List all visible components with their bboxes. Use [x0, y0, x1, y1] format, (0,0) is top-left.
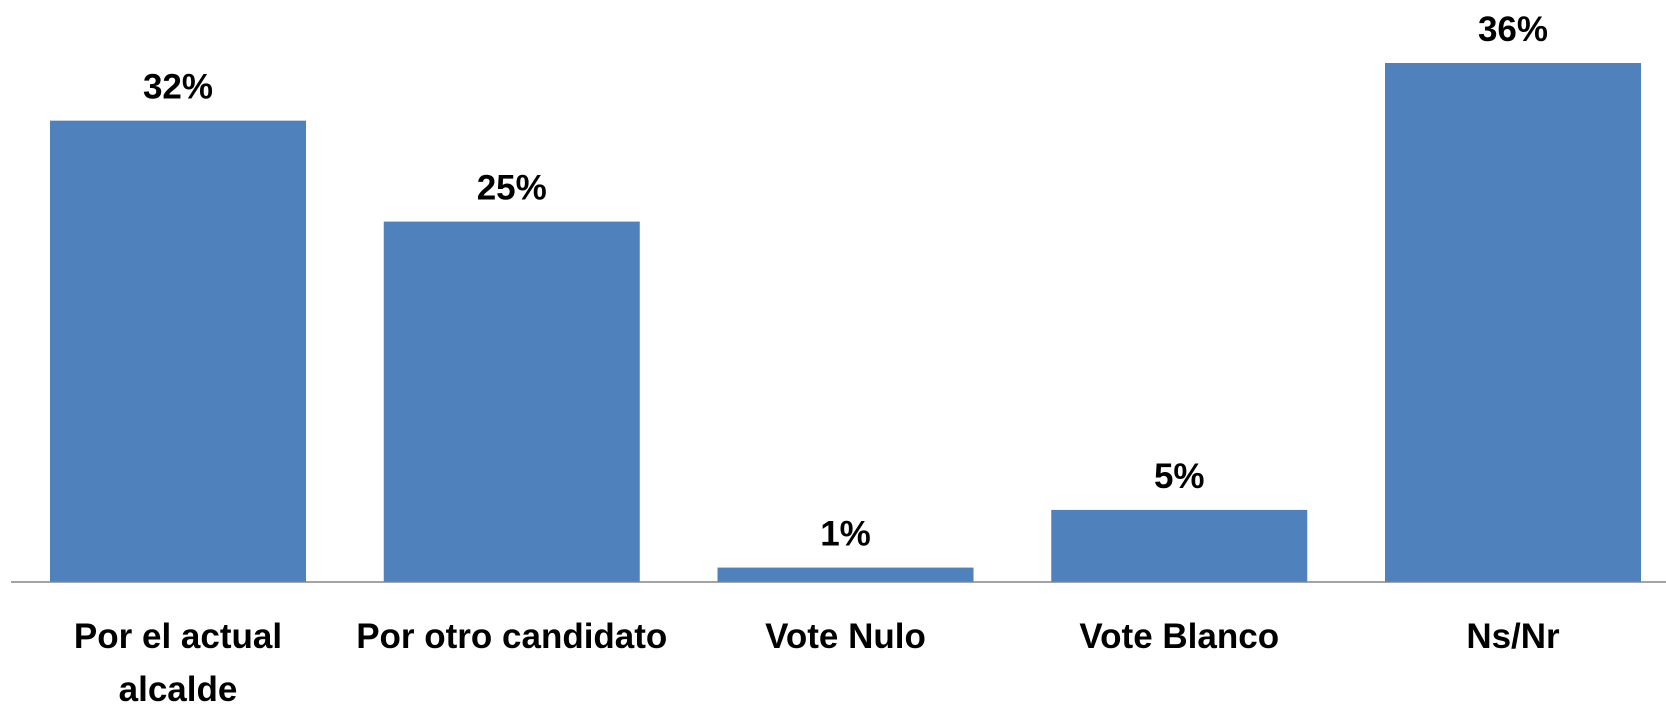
category-label: Ns/Nr [1466, 617, 1560, 656]
category-label: Vote Nulo [765, 617, 926, 656]
bar [1051, 509, 1308, 582]
bar [383, 221, 640, 583]
bar-value-label: 32% [143, 68, 213, 107]
category-label: Por otro candidato [356, 617, 667, 656]
bar-value-label: 5% [1154, 457, 1205, 496]
bar-value-label: 25% [477, 169, 547, 208]
category-labels: Por el actual alcalde Por otro candidato Vo… [74, 617, 1560, 705]
bar-value-label: 1% [820, 515, 871, 554]
data-labels: 32% 25% 1% 5% 36% [143, 10, 1548, 554]
category-label: Vote Blanco [1079, 617, 1279, 656]
category-label: Por el actual [74, 617, 282, 656]
bar [50, 120, 306, 583]
bar [717, 567, 974, 582]
category-label: alcalde [119, 670, 238, 705]
bars [50, 63, 1641, 583]
bar [1385, 63, 1641, 582]
bar-value-label: 36% [1478, 10, 1548, 49]
